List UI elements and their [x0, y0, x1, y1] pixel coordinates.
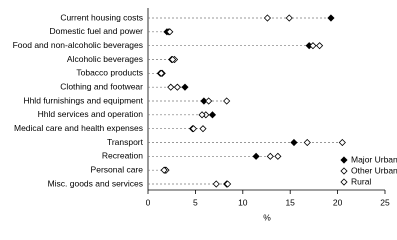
legend-marker — [340, 178, 348, 186]
category-label: Medical care and health expenses — [14, 123, 143, 133]
x-tick-label: 0 — [146, 197, 151, 207]
legend-label: Major Urban — [351, 154, 397, 164]
category-label: Personal care — [91, 164, 144, 174]
dot — [199, 125, 207, 133]
dot — [200, 97, 208, 105]
dot — [316, 42, 324, 50]
dot — [189, 125, 198, 133]
legend-marker — [340, 156, 348, 164]
category-label: Clothing and footwear — [60, 81, 143, 91]
dot — [285, 14, 293, 22]
dot — [169, 55, 177, 64]
dot — [167, 83, 175, 91]
category-label: Hhld services and operation — [38, 109, 144, 119]
legend-label: Rural — [351, 176, 371, 186]
dot — [266, 152, 274, 160]
category-label: Hhld furnishings and equipment — [23, 95, 143, 105]
dot — [198, 111, 206, 119]
dot — [303, 138, 311, 147]
dot — [166, 28, 174, 36]
dot — [338, 138, 346, 147]
dot — [224, 180, 232, 188]
category-label: Transport — [107, 137, 144, 147]
category-label: Misc. goods and services — [48, 178, 143, 188]
dot — [327, 14, 335, 22]
x-tick-label: 15 — [285, 197, 295, 207]
x-tick-label: 10 — [238, 197, 248, 207]
category-label: Domestic fuel and power — [49, 26, 143, 36]
dot — [274, 152, 282, 160]
category-label: Food and non-alcoholic beverages — [13, 40, 143, 50]
dot — [212, 180, 220, 188]
dot — [157, 69, 165, 77]
dot — [263, 14, 272, 22]
category-label: Tobacco products — [76, 68, 143, 78]
category-label: Recreation — [102, 151, 143, 161]
category-label: Alcoholic beverages — [67, 54, 143, 64]
x-tick-label: 5 — [193, 197, 198, 207]
dot — [173, 83, 181, 91]
x-tick-label: 25 — [380, 197, 390, 207]
legend-marker — [340, 167, 348, 175]
dot — [252, 152, 260, 160]
category-label: Current housing costs — [60, 12, 143, 22]
x-axis-label: % — [263, 212, 271, 222]
chart: % 0 5 10 15 20 25 Current housing costs Domesti… — [13, 8, 397, 222]
dot — [223, 97, 231, 105]
legend-label: Other Urban — [351, 165, 397, 175]
dot — [208, 111, 217, 119]
dot — [309, 42, 317, 50]
dot — [205, 97, 213, 105]
dot — [160, 166, 168, 174]
x-tick-label: 20 — [333, 197, 343, 207]
dot — [290, 138, 298, 147]
dot — [181, 83, 189, 91]
